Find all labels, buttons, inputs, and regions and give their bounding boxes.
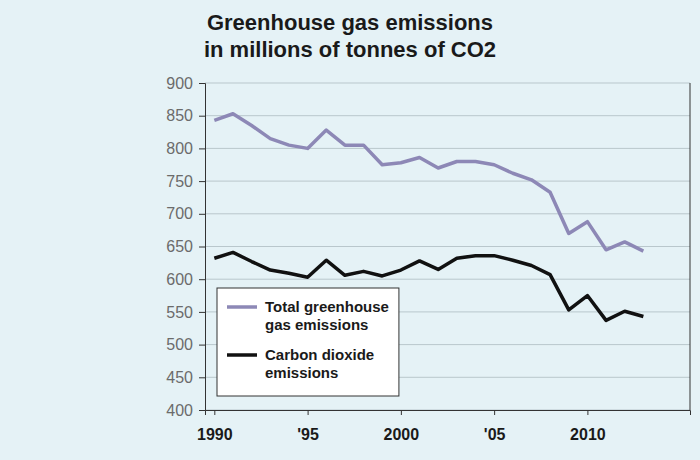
grid-line [205, 148, 690, 149]
y-axis-line [199, 84, 206, 411]
plot: 400 450 500 550 600 650 700 750 800 850 900 1990 '95… [166, 75, 690, 444]
y-tick: 600 [166, 271, 205, 288]
y-tick: 400 [166, 402, 205, 419]
x-tick-label: '05 [484, 426, 506, 443]
x-tick: 2010 [570, 410, 606, 443]
y-tick-mark [199, 345, 205, 346]
y-tick: 700 [166, 205, 205, 222]
x-tick-mark [308, 410, 309, 415]
y-tick-label: 550 [166, 304, 193, 321]
frame-line [690, 83, 691, 410]
y-tick-label: 450 [166, 369, 193, 386]
x-tick-label: 2000 [384, 426, 420, 443]
x-tick: '05 [484, 410, 506, 443]
x-tick-mark [494, 410, 495, 415]
y-tick-mark [199, 247, 205, 248]
y-tick-mark [199, 377, 205, 378]
x-tick-mark [587, 410, 588, 415]
y-tick-label: 650 [166, 238, 193, 255]
grid-line [205, 279, 690, 280]
x-tick-label: '95 [297, 426, 319, 443]
y-tick: 650 [166, 238, 205, 255]
y-tick: 800 [166, 140, 205, 157]
y-tick-mark [199, 410, 205, 411]
x-axis: 1990 '95 2000 '05 2010 [197, 410, 690, 443]
grid [205, 83, 690, 410]
y-tick-label: 400 [166, 402, 193, 419]
y-tick-label: 800 [166, 140, 193, 157]
x-tick: '95 [297, 410, 319, 443]
series-line [214, 252, 643, 320]
y-tick: 550 [166, 304, 205, 321]
y-tick-mark [199, 279, 205, 280]
y-tick-mark [199, 312, 205, 313]
y-tick: 750 [166, 173, 205, 190]
y-tick-label: 600 [166, 271, 193, 288]
y-tick: 450 [166, 369, 205, 386]
x-tick-mark [401, 410, 402, 415]
y-tick-label: 850 [166, 107, 193, 124]
y-tick-label: 900 [166, 75, 193, 92]
legend-item: Carbon dioxideemissions [227, 346, 374, 381]
y-tick-mark [199, 116, 205, 117]
legend-swatch [227, 353, 257, 357]
grid-line [205, 213, 690, 214]
legend-item: Total greenhousegas emissions [227, 298, 389, 333]
y-tick-mark [199, 181, 205, 182]
x-tick-mark [214, 410, 215, 415]
y-tick-label: 700 [166, 205, 193, 222]
x-tick-label: 1990 [197, 426, 233, 443]
y-axis: 400 450 500 550 600 650 700 750 800 850 900 [166, 75, 205, 419]
chart: Greenhouse gas emissionsin millions of t… [0, 0, 700, 460]
y-tick-mark [199, 214, 205, 215]
titles: Greenhouse gas emissionsin millions of t… [204, 10, 496, 62]
series-line [214, 114, 643, 251]
x-axis-line [206, 411, 691, 416]
legend-label: Carbon dioxideemissions [265, 346, 374, 381]
y-tick-mark [199, 83, 205, 84]
grid-line [205, 83, 690, 84]
grid-line [205, 181, 690, 182]
y-tick-mark [199, 148, 205, 149]
legend-box [217, 288, 399, 396]
y-tick: 900 [166, 75, 205, 92]
x-tick-label: 2010 [570, 426, 606, 443]
legend: Total greenhousegas emissions Carbon diox… [217, 288, 399, 396]
title: Greenhouse gas emissions [207, 10, 493, 35]
y-tick: 500 [166, 336, 205, 353]
y-tick: 850 [166, 107, 205, 124]
legend-label: Total greenhousegas emissions [265, 298, 389, 333]
grid-line [205, 115, 690, 116]
y-tick-label: 500 [166, 336, 193, 353]
x-tick: 2000 [384, 410, 420, 443]
x-tick: 1990 [197, 410, 233, 443]
subtitle: in millions of tonnes of CO2 [204, 37, 496, 62]
y-tick-label: 750 [166, 173, 193, 190]
legend-swatch [227, 305, 257, 309]
